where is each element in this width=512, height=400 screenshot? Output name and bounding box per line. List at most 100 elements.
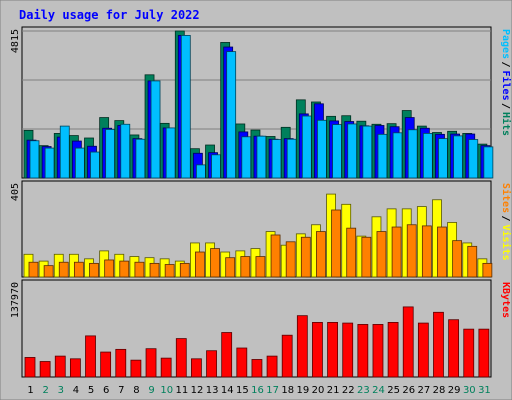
x-tick-label-day-23: 23: [357, 385, 370, 396]
x-axis-labels: 1 2 3 4 5 6 7 8 9 10 11 12 13 14 15 16 17 18 19 20 21 22 23 24 2…: [27, 385, 490, 396]
x-tick-label-day-3: 3: [58, 385, 64, 396]
bar-kbytes-day-26: [402, 306, 414, 378]
bar-pages-day-16: [256, 135, 267, 179]
bar-pages-day-21: [332, 124, 342, 179]
bar-kbytes-day-1: [24, 357, 36, 378]
bar-kbytes-day-17: [266, 355, 278, 378]
bar-sites-day-19: [300, 236, 311, 278]
x-tick-label-day-24: 24: [372, 385, 385, 396]
bar-kbytes-day-2: [39, 361, 51, 378]
bar-sites-day-31: [482, 262, 493, 278]
side-label-visits: Visits: [500, 225, 512, 261]
bar-kbytes-day-12: [191, 358, 202, 378]
x-tick-label-day-18: 18: [281, 385, 294, 396]
bar-sites-day-22: [346, 227, 357, 278]
x-tick-label-day-28: 28: [433, 385, 446, 396]
bar-sites-day-7: [119, 260, 130, 278]
bar-pages-day-4: [74, 147, 85, 179]
x-tick-label-day-29: 29: [448, 385, 461, 396]
panel-visits: 405 Sites / Visits: [10, 180, 512, 278]
bar-sites-day-20: [316, 231, 326, 278]
side-label-pages: Pages: [500, 29, 511, 59]
x-tick-label-day-21: 21: [327, 385, 340, 396]
x-tick-label-day-31: 31: [478, 385, 491, 396]
bar-sites-day-27: [421, 225, 432, 278]
x-tick-label-day-25: 25: [387, 385, 400, 396]
x-tick-label-day-1: 1: [27, 385, 33, 396]
bar-pages-day-15: [241, 136, 252, 179]
bar-sites-day-21: [331, 209, 341, 278]
bar-kbytes-day-30: [463, 328, 475, 378]
side-separator: /: [500, 62, 511, 68]
x-tick-label-day-6: 6: [103, 385, 109, 396]
bar-sites-day-13: [210, 248, 220, 278]
bar-pages-day-3: [59, 125, 70, 179]
x-tick-label-day-13: 13: [206, 385, 219, 396]
bar-pages-day-6: [105, 129, 116, 179]
bar-sites-day-6: [104, 259, 115, 278]
bar-sites-day-5: [89, 262, 99, 278]
x-tick-label-day-7: 7: [118, 385, 124, 396]
bar-sites-day-25: [391, 226, 402, 278]
bar-kbytes-day-16: [251, 359, 263, 378]
bar-pages-day-27: [422, 133, 433, 179]
x-tick-label-day-15: 15: [236, 385, 249, 396]
bar-pages-day-13: [211, 154, 221, 179]
x-tick-label-day-11: 11: [175, 385, 188, 396]
x-tick-label-day-26: 26: [402, 385, 415, 396]
bar-kbytes-day-23: [357, 324, 369, 378]
bar-pages-day-10: [165, 127, 176, 179]
bar-pages-day-11: [180, 35, 191, 179]
bar-sites-day-2: [43, 265, 54, 278]
bar-pages-day-26: [407, 129, 418, 179]
x-tick-label-day-8: 8: [133, 385, 139, 396]
bar-kbytes-day-5: [85, 335, 96, 378]
bar-sites-day-17: [270, 234, 281, 278]
y-max-label: 137970: [10, 282, 21, 318]
y-max-label: 405: [10, 183, 21, 201]
chart-title: Daily usage for July 2022: [19, 8, 200, 22]
bar-kbytes-day-20: [312, 322, 323, 378]
bar-sites-day-28: [437, 226, 447, 278]
bar-kbytes-day-11: [175, 338, 187, 378]
bar-pages-day-20: [317, 119, 327, 179]
x-tick-label-day-10: 10: [160, 385, 173, 396]
bar-kbytes-day-29: [448, 319, 460, 378]
bar-kbytes-day-8: [130, 359, 142, 378]
bar-kbytes-day-28: [433, 311, 444, 378]
bar-sites-day-4: [73, 261, 84, 278]
x-tick-label-day-22: 22: [342, 385, 355, 396]
bar-sites-day-14: [225, 257, 236, 278]
x-tick-label-day-2: 2: [43, 385, 49, 396]
bar-pages-day-9: [150, 80, 161, 179]
side-label-hits: Hits: [500, 112, 512, 136]
bar-sites-day-23: [361, 236, 372, 278]
bar-kbytes-day-22: [342, 322, 354, 378]
bar-pages-day-22: [347, 123, 358, 179]
bar-kbytes-day-4: [69, 358, 81, 378]
panel-kbytes: 137970 KBytes: [10, 279, 511, 378]
bar-kbytes-day-18: [281, 334, 293, 378]
bar-kbytes-day-6: [100, 351, 112, 378]
x-tick-label-day-16: 16: [251, 385, 264, 396]
bar-sites-day-30: [467, 245, 478, 278]
bar-kbytes-day-14: [221, 332, 233, 378]
x-tick-label-day-4: 4: [73, 385, 79, 396]
bar-pages-day-24: [377, 133, 388, 179]
bar-pages-day-23: [362, 125, 373, 179]
bar-sites-day-26: [406, 224, 417, 278]
bar-pages-day-5: [90, 151, 100, 179]
bar-sites-day-18: [285, 241, 296, 278]
side-label-sites: Sites: [500, 183, 512, 213]
panel-hits: 4815 Pages / Files / Hits: [10, 26, 512, 179]
bar-pages-day-25: [392, 132, 403, 179]
bar-kbytes-day-10: [160, 357, 172, 378]
x-tick-label-day-12: 12: [191, 385, 204, 396]
x-tick-label-day-30: 30: [463, 385, 476, 396]
bar-pages-day-28: [438, 138, 448, 179]
side-separator: /: [500, 103, 511, 109]
bar-pages-day-29: [453, 135, 464, 179]
bar-sites-day-3: [58, 261, 69, 278]
